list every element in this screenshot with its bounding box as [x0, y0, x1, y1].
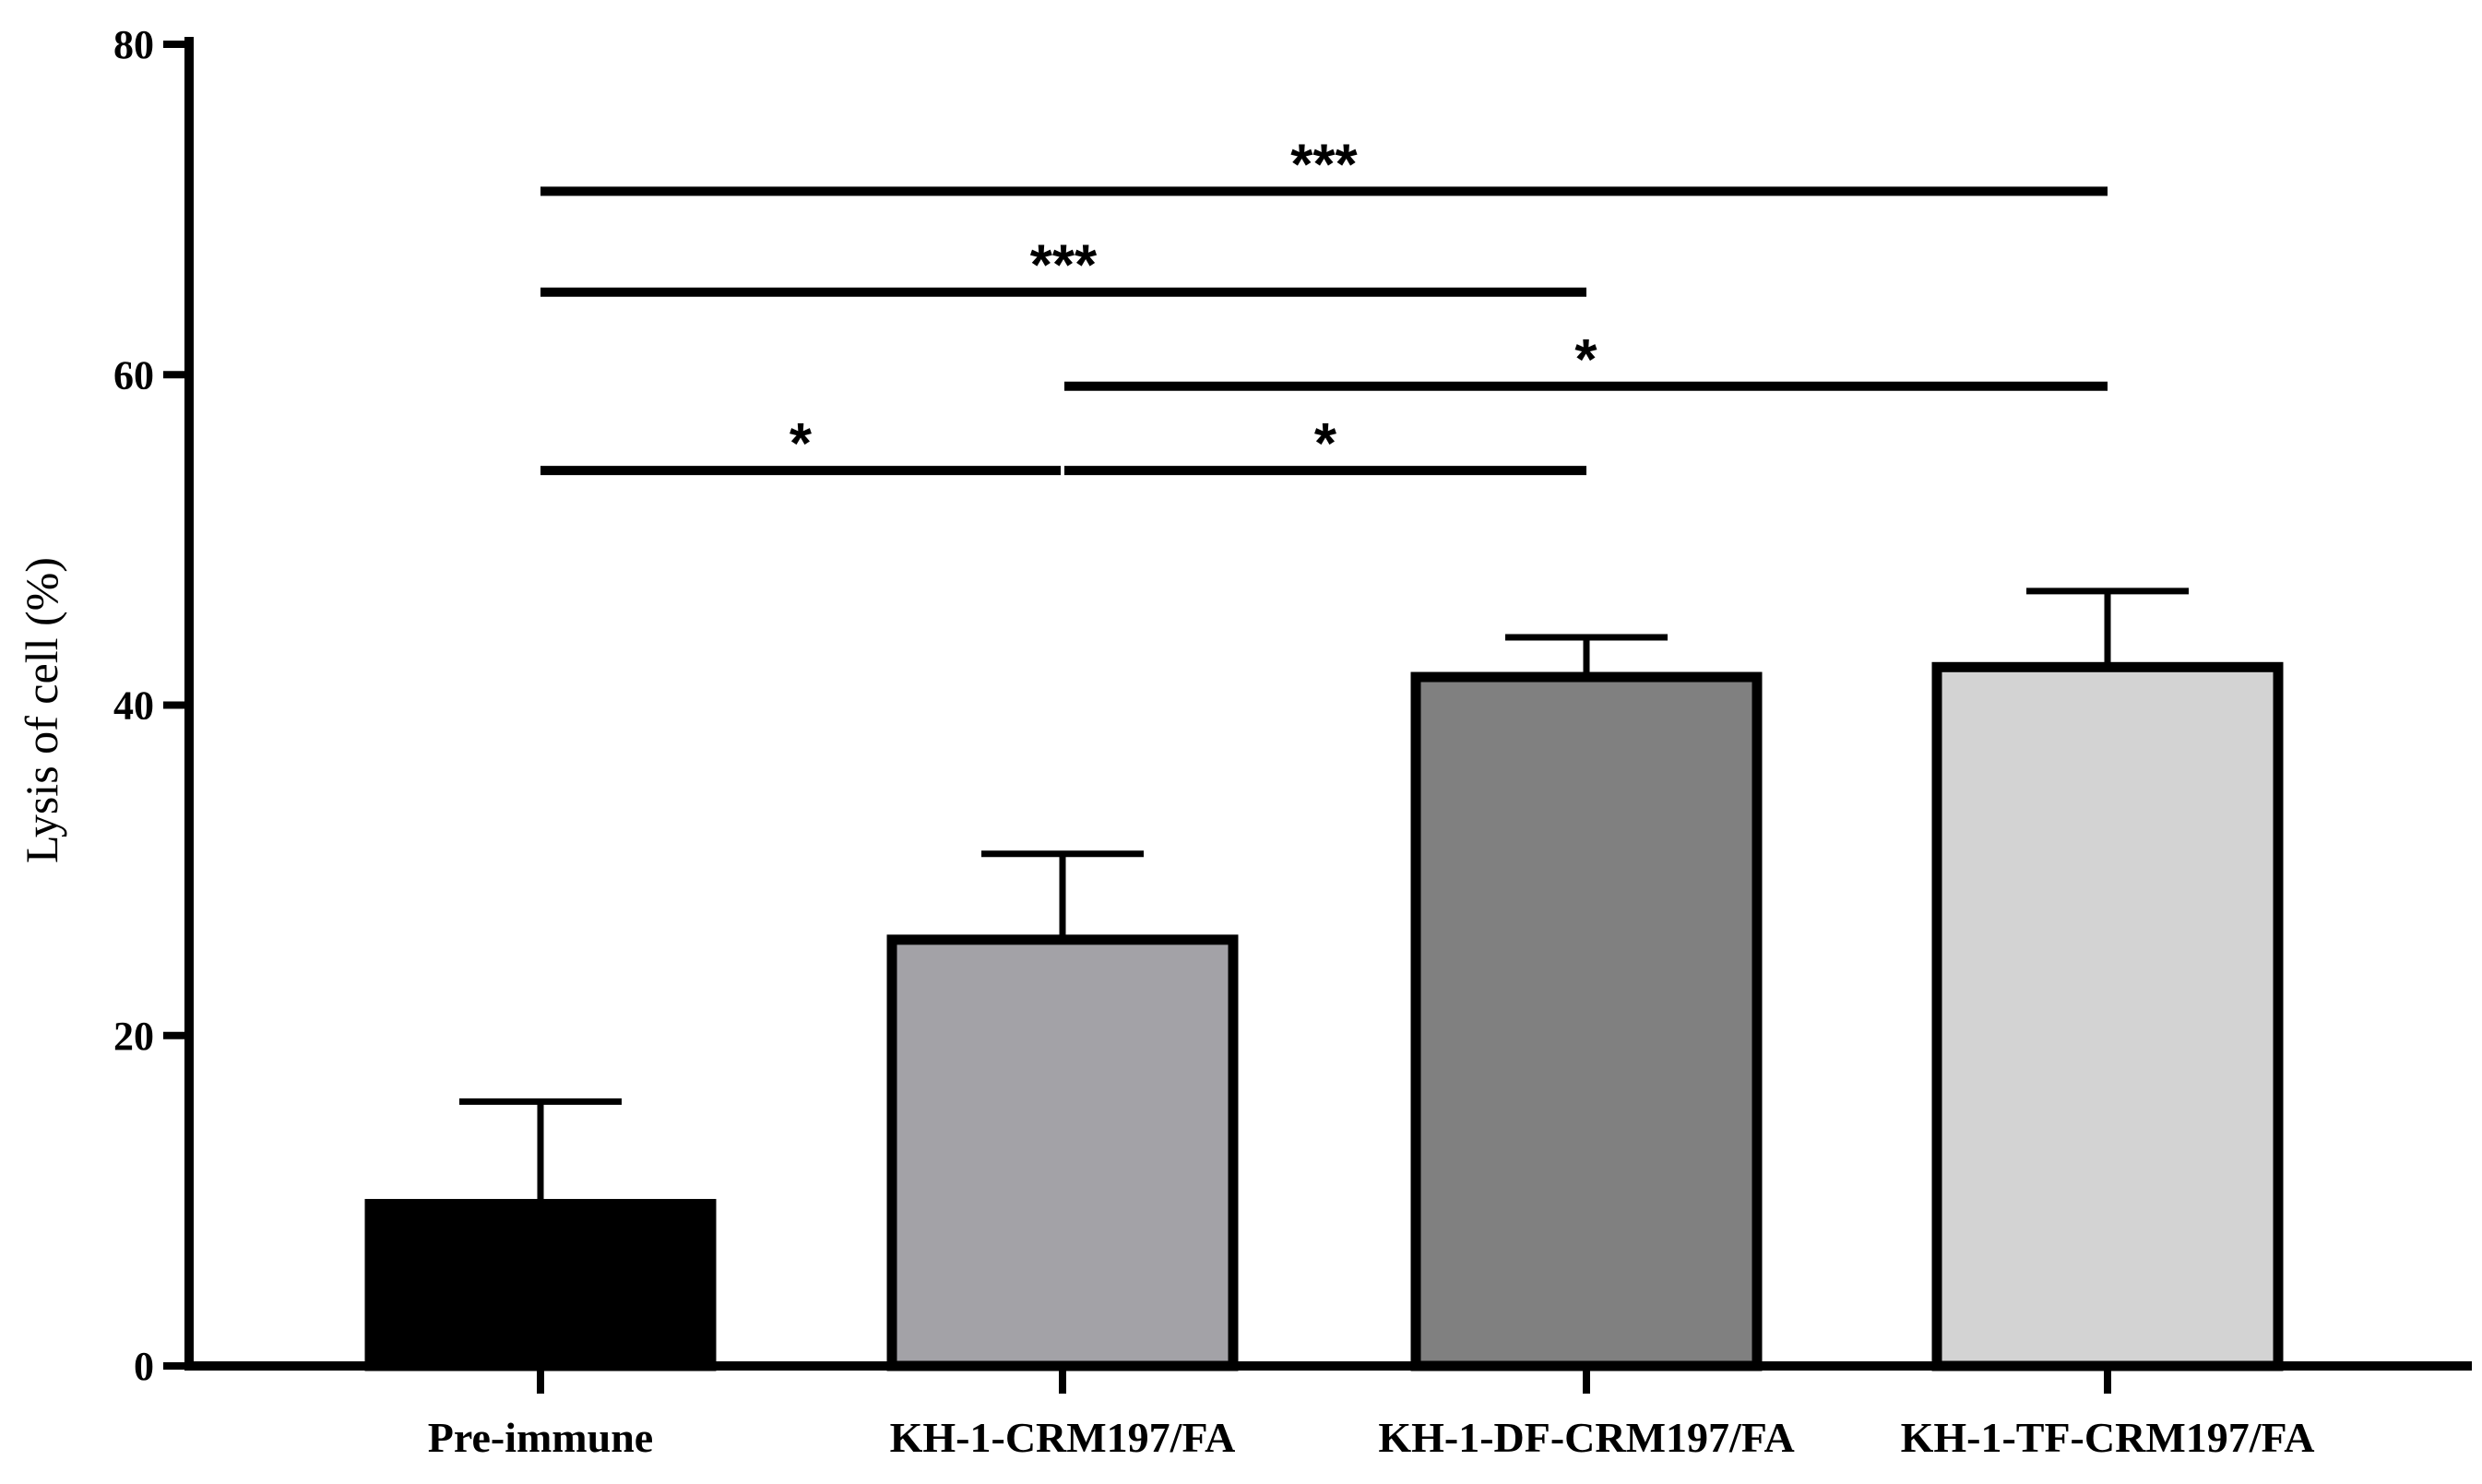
- x-tick-label: Pre-immune: [428, 1414, 653, 1461]
- bars-layer: [364, 661, 2284, 1371]
- x-tick-label: KH-1-DF-CRM197/FA: [1378, 1414, 1794, 1461]
- bar-1: [886, 934, 1239, 1371]
- bar-0: [364, 1198, 717, 1371]
- significance-label: *: [1574, 328, 1597, 392]
- x-tick-label: KH-1-CRM197/FA: [890, 1414, 1236, 1461]
- y-axis-label: Lysis of cell (%): [16, 557, 67, 863]
- y-tick-label: 40: [113, 683, 154, 729]
- bar-3: [1931, 661, 2284, 1371]
- significance-label: ***: [1290, 133, 1358, 196]
- y-tick-label: 80: [113, 22, 154, 67]
- y-tick-label: 20: [113, 1014, 154, 1059]
- x-tick-label: KH-1-TF-CRM197/FA: [1901, 1414, 2315, 1461]
- significance-label: *: [790, 412, 813, 476]
- y-tick-label: 60: [113, 352, 154, 398]
- y-tick-label: 0: [134, 1344, 154, 1389]
- error-bars-layer: [459, 588, 2189, 1205]
- significance-layer: * ********: [540, 133, 2108, 476]
- significance-label: *: [1314, 412, 1337, 476]
- significance-label: ***: [1030, 234, 1098, 298]
- bar-2: [1410, 671, 1763, 1371]
- axes-layer: Pre-immune KH-1-CRM197/FA KH-1-DF-CRM197/F…: [113, 22, 2472, 1461]
